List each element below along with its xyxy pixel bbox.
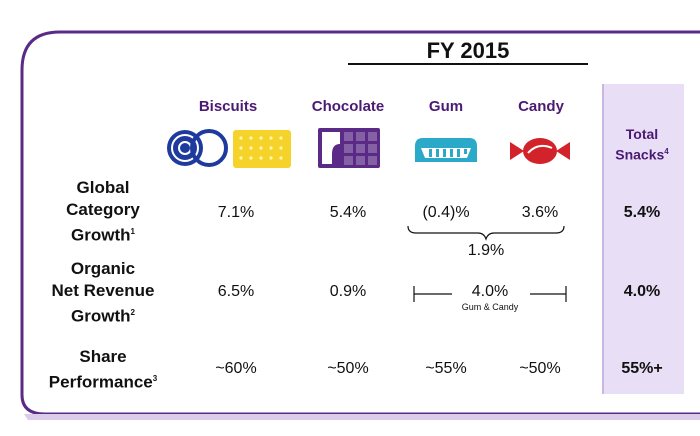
cell-biscuits-share: ~60% xyxy=(215,360,257,377)
cell-total-share: 55%+ xyxy=(621,360,663,377)
total-column xyxy=(602,84,684,394)
gum-icon xyxy=(415,138,477,162)
cell-chocolate-share: ~50% xyxy=(327,360,369,377)
chocolate-icon xyxy=(318,128,380,168)
cell-gum-candy-category-growth: 1.9% xyxy=(467,242,505,259)
cell-gum-share: ~55% xyxy=(425,360,467,377)
cell-gum-category-growth: (0.4)% xyxy=(422,204,470,221)
gum-candy-brace xyxy=(407,225,565,241)
category-chocolate: Chocolate xyxy=(311,98,385,115)
cell-candy-share: ~50% xyxy=(519,360,561,377)
cell-biscuits-revenue-growth: 6.5% xyxy=(217,283,255,300)
category-gum: Gum xyxy=(428,98,464,115)
gum-candy-note: Gum & Candy xyxy=(461,302,519,312)
cell-chocolate-revenue-growth: 0.9% xyxy=(329,283,367,300)
period-underline xyxy=(348,63,588,65)
candy-icon xyxy=(510,138,570,164)
cell-chocolate-category-growth: 5.4% xyxy=(329,204,367,221)
cell-candy-category-growth: 3.6% xyxy=(521,204,559,221)
cell-total-category-growth: 5.4% xyxy=(623,204,661,221)
category-biscuits: Biscuits xyxy=(198,98,258,115)
cell-total-revenue-growth: 4.0% xyxy=(623,283,661,300)
cell-gum-candy-revenue-growth: 4.0% xyxy=(471,283,509,300)
gum-candy-span-bar xyxy=(413,286,567,302)
row-label-share: Share Performance3 xyxy=(48,347,158,392)
total-label-2: Snacks4 xyxy=(615,146,669,163)
biscuits-icon xyxy=(167,129,291,168)
category-candy: Candy xyxy=(518,98,564,115)
total-label: Total xyxy=(625,126,659,142)
period-title: FY 2015 xyxy=(426,38,510,63)
cell-biscuits-category-growth: 7.1% xyxy=(217,204,255,221)
row-label-category-growth: Global Category Growth1 xyxy=(66,178,140,245)
row-label-revenue-growth: Organic Net Revenue Growth2 xyxy=(51,259,155,326)
total-header: Total Snacks4 xyxy=(602,126,682,164)
